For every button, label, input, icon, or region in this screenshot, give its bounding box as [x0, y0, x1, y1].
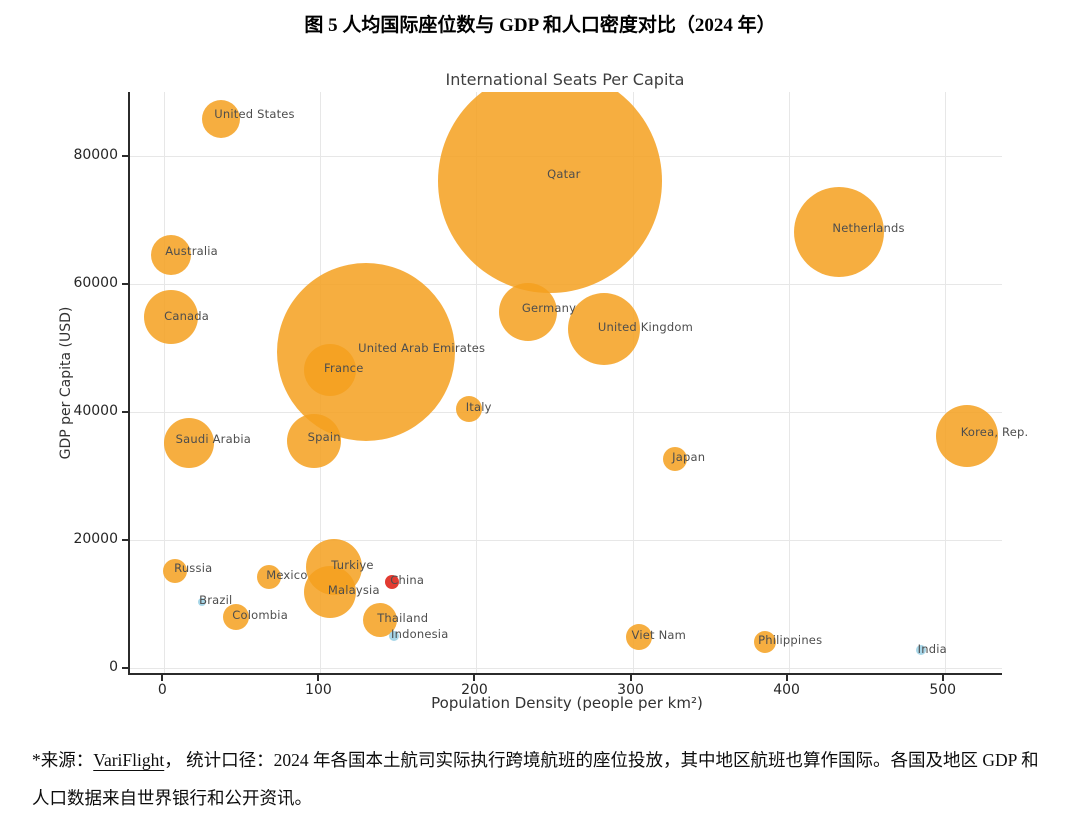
footnote-prefix: *来源： [32, 750, 94, 770]
bubble-label-india: India [917, 642, 947, 657]
bubble-label-korea-rep: Korea, Rep. [960, 425, 1029, 440]
bubble-label-italy: Italy [465, 399, 492, 414]
bubble-philippines [754, 630, 777, 653]
gridline-vertical [788, 92, 790, 673]
bubble-label-mexico: Mexico [266, 568, 308, 583]
bubble-mexico [256, 565, 281, 590]
gridline-vertical [476, 92, 478, 673]
bubble-spain [287, 414, 342, 469]
bubble-united-kingdom [568, 292, 641, 365]
x-tick-label: 0 [157, 682, 167, 698]
bubble-netherlands [793, 186, 884, 277]
x-tick-mark [941, 675, 944, 681]
bubble-label-canada: Canada [164, 309, 210, 324]
bubble-label-australia: Australia [165, 244, 218, 259]
x-tick-label: 500 [929, 682, 957, 698]
bubble-france [303, 344, 356, 397]
bubble-canada [143, 290, 198, 345]
bubble-qatar [437, 92, 662, 293]
footnote: *来源：VariFlight， 统计口径：2024 年各国本土航司实际执行跨境航… [32, 741, 1052, 817]
bubble-united-states [201, 99, 240, 138]
bubble-label-indonesia: Indonesia [391, 626, 449, 641]
bubble-label-turkiye: Turkiye [331, 558, 374, 573]
bubble-label-japan: Japan [672, 449, 706, 464]
plot-area [128, 92, 1002, 675]
bubble-indonesia [388, 630, 399, 641]
bubble-label-philippines: Philippines [758, 632, 823, 647]
x-axis-label: Population Density (people per km²) [431, 694, 703, 712]
bubble-australia [150, 235, 191, 276]
y-tick-mark [122, 666, 128, 669]
bubble-label-united-states: United States [214, 106, 295, 121]
bubble-korea-rep [935, 405, 998, 468]
x-tick-label: 300 [617, 682, 644, 698]
bubble-label-russia: Russia [174, 560, 213, 575]
gridline-vertical [944, 92, 946, 673]
bubble-label-united-arab-emirates: United Arab Emirates [358, 341, 486, 356]
bubble-united-arab-emirates [276, 263, 455, 442]
bubble-china [385, 574, 400, 589]
x-tick-mark [317, 675, 320, 681]
bubble-label-united-kingdom: United Kingdom [597, 319, 694, 334]
y-tick-label: 40000 [73, 402, 118, 419]
x-tick-label: 400 [773, 682, 800, 698]
bubble-germany [498, 282, 557, 341]
bubble-label-netherlands: Netherlands [832, 220, 905, 235]
bubble-label-france: France [324, 361, 364, 376]
x-tick-mark [161, 675, 164, 681]
bubble-india [916, 645, 927, 656]
footnote-rest: ， 统计口径：2024 年各国本土航司实际执行跨境航班的座位投放，其中地区航班也… [32, 750, 1039, 808]
bubble-russia [163, 558, 188, 583]
chart-title: International Seats Per Capita [445, 70, 685, 89]
y-axis-label: GDP per Capita (USD) [58, 306, 74, 460]
x-tick-mark [629, 675, 632, 681]
y-tick-label: 80000 [73, 146, 118, 163]
bubble-label-thailand: Thailand [377, 610, 429, 625]
bubble-label-saudi-arabia: Saudi Arabia [175, 432, 251, 447]
x-tick-label: 100 [305, 682, 332, 698]
bubble-colombia [223, 603, 250, 630]
x-tick-label: 200 [461, 682, 488, 698]
gridline-vertical [632, 92, 634, 673]
bubble-label-qatar: Qatar [547, 166, 581, 181]
x-tick-mark [785, 675, 788, 681]
source-link[interactable]: VariFlight [93, 750, 165, 770]
gridline-horizontal [130, 667, 1002, 669]
bubble-label-brazil: Brazil [199, 593, 233, 608]
bubble-brazil [197, 598, 206, 607]
bubble-label-spain: Spain [307, 430, 341, 445]
bubble-viet-nam [625, 623, 652, 650]
y-tick-mark [122, 282, 128, 285]
bubble-malaysia [303, 565, 356, 618]
gridline-vertical [164, 92, 166, 673]
y-tick-label: 0 [109, 658, 118, 675]
bubble-label-colombia: Colombia [232, 607, 288, 622]
bubble-label-china: China [390, 572, 425, 587]
gridline-horizontal [130, 539, 1002, 541]
bubble-label-malaysia: Malaysia [327, 582, 380, 597]
y-tick-mark [122, 538, 128, 541]
bubble-saudi-arabia [164, 418, 215, 469]
y-tick-label: 20000 [73, 530, 118, 547]
y-tick-mark [122, 410, 128, 413]
bubble-label-germany: Germany [521, 300, 577, 315]
x-tick-mark [473, 675, 476, 681]
y-tick-label: 60000 [73, 274, 118, 291]
y-tick-mark [122, 154, 128, 157]
bubble-japan [662, 446, 687, 471]
gridline-horizontal [130, 411, 1002, 413]
bubble-label-viet-nam: Viet Nam [631, 627, 687, 642]
bubble-italy [455, 395, 482, 422]
figure-title: 图 5 人均国际座位数与 GDP 和人口密度对比（2024 年） [304, 15, 776, 36]
